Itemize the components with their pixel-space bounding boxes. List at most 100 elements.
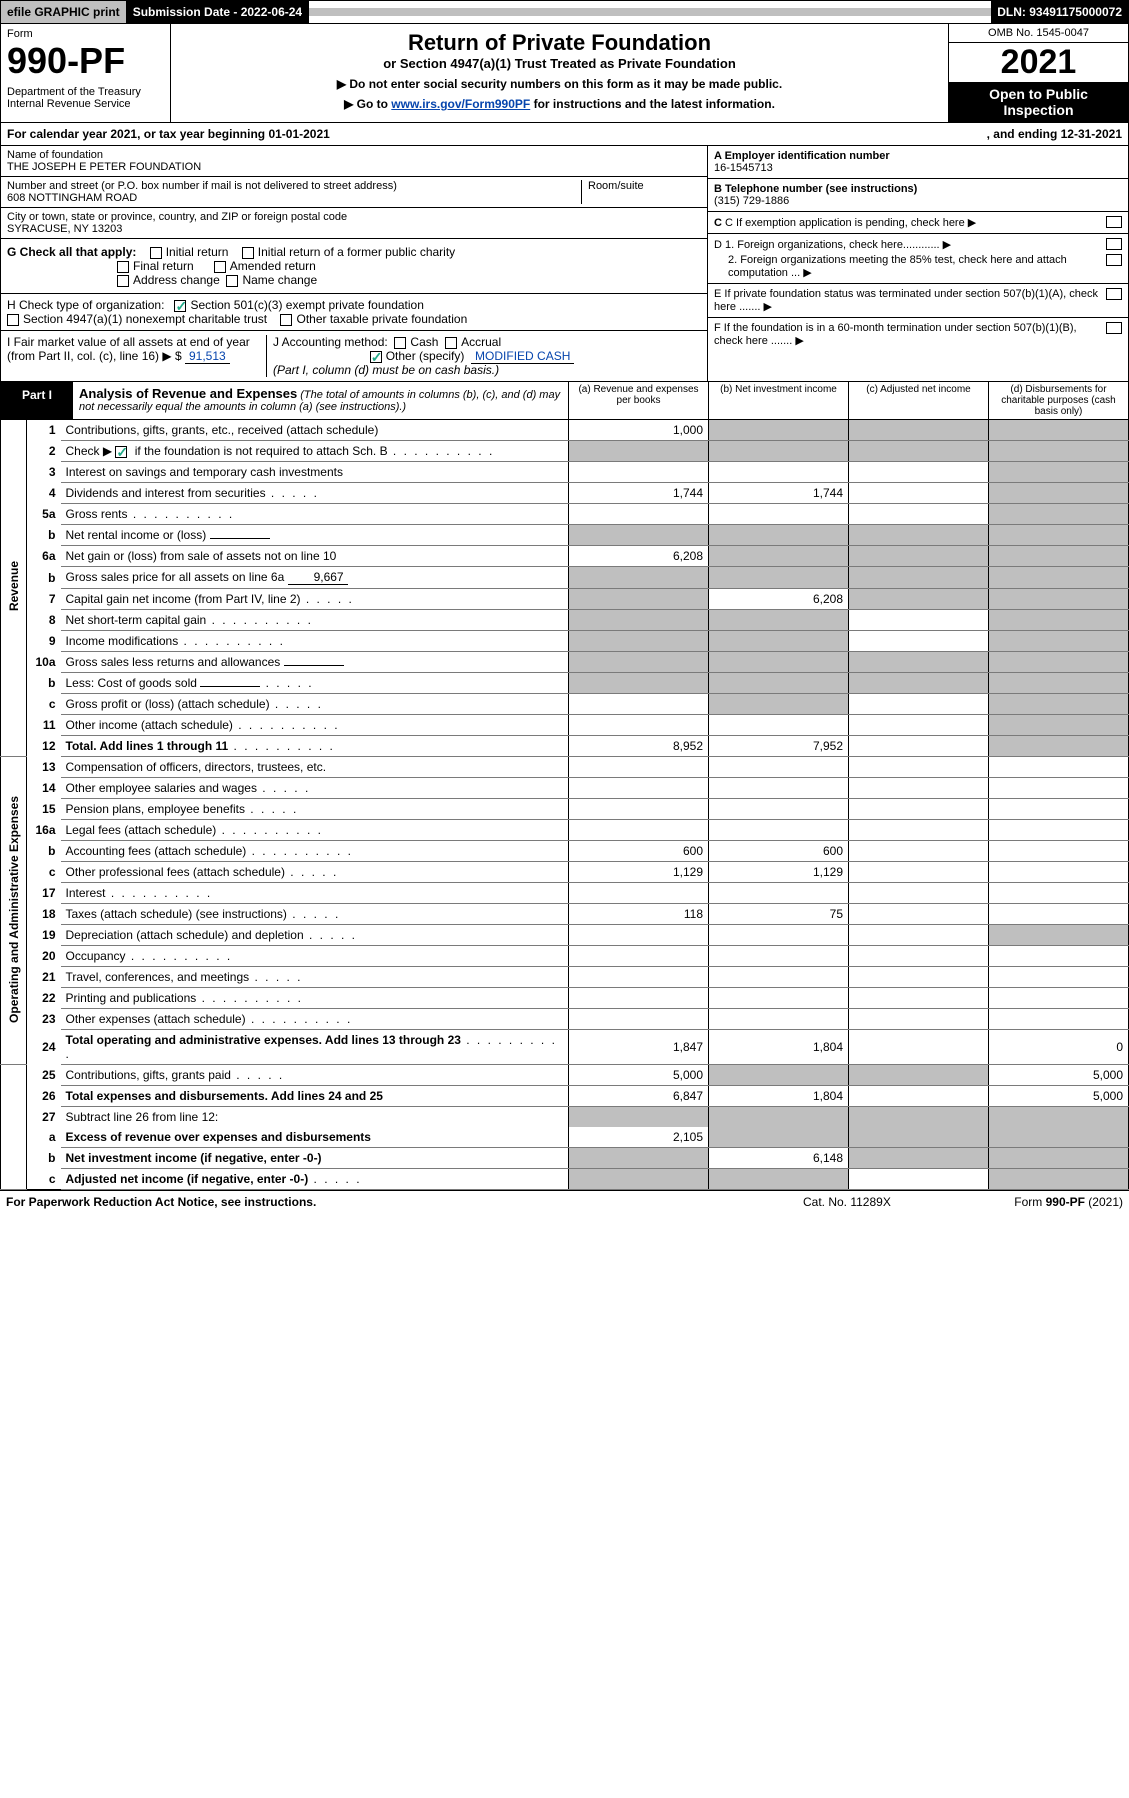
col-a-hdr: (a) Revenue and expenses per books (568, 382, 708, 419)
r25-a: 5,000 (569, 1065, 709, 1086)
table-row: bAccounting fees (attach schedule)600600 (1, 841, 1129, 862)
r16b-desc: Accounting fees (attach schedule) (61, 841, 569, 862)
table-row: 2Check ▶ if the foundation is not requir… (1, 441, 1129, 462)
table-row: 19Depreciation (attach schedule) and dep… (1, 925, 1129, 946)
r16b-b: 600 (709, 841, 849, 862)
j-lbl: J Accounting method: (273, 335, 388, 349)
table-row: cGross profit or (loss) (attach schedule… (1, 694, 1129, 715)
page-footer: For Paperwork Reduction Act Notice, see … (0, 1190, 1129, 1213)
r1-a: 1,000 (569, 420, 709, 441)
r5b-desc: Net rental income or (loss) (61, 525, 569, 546)
form-header: Form 990-PF Department of the Treasury I… (0, 24, 1129, 123)
footer-right: Form 990-PF (2021) (963, 1195, 1123, 1209)
r6a-desc: Net gain or (loss) from sale of assets n… (61, 546, 569, 567)
table-row: cOther professional fees (attach schedul… (1, 862, 1129, 883)
d2-box[interactable] (1106, 254, 1122, 266)
efile-label[interactable]: efile GRAPHIC print (1, 1, 127, 23)
table-row: 17Interest (1, 883, 1129, 904)
col-d-hdr: (d) Disbursements for charitable purpose… (988, 382, 1128, 419)
j-other-val: MODIFIED CASH (471, 349, 574, 364)
table-row: bGross sales price for all assets on lin… (1, 567, 1129, 589)
d1-txt: D 1. Foreign organizations, check here..… (714, 239, 940, 251)
r27a-a: 2,105 (569, 1127, 709, 1148)
table-row: bNet rental income or (loss) (1, 525, 1129, 546)
r21-desc: Travel, conferences, and meetings (61, 967, 569, 988)
footer-left: For Paperwork Reduction Act Notice, see … (6, 1195, 803, 1209)
calendar-year-row: For calendar year 2021, or tax year begi… (0, 123, 1129, 146)
table-row: 11Other income (attach schedule) (1, 715, 1129, 736)
cb-other-method[interactable] (370, 351, 382, 363)
top-bar: efile GRAPHIC print Submission Date - 20… (0, 0, 1129, 24)
table-row: 16aLegal fees (attach schedule) (1, 820, 1129, 841)
r19-desc: Depreciation (attach schedule) and deple… (61, 925, 569, 946)
r7-desc: Capital gain net income (from Part IV, l… (61, 589, 569, 610)
cb-4947[interactable] (7, 314, 19, 326)
cb-amended[interactable] (214, 261, 226, 273)
h-check-row: H Check type of organization: Section 50… (1, 294, 707, 331)
r14-desc: Other employee salaries and wages (61, 778, 569, 799)
table-row: 21Travel, conferences, and meetings (1, 967, 1129, 988)
r24-a: 1,847 (569, 1030, 709, 1065)
cb-cash[interactable] (394, 337, 406, 349)
cb-initial-former[interactable] (242, 247, 254, 259)
cb-final[interactable] (117, 261, 129, 273)
h-opt3: Other taxable private foundation (296, 312, 467, 326)
f-cell: F If the foundation is in a 60-month ter… (708, 318, 1128, 351)
r16b-a: 600 (569, 841, 709, 862)
table-row: 20Occupancy (1, 946, 1129, 967)
cb-accrual[interactable] (445, 337, 457, 349)
r12-desc: Total. Add lines 1 through 11 (61, 736, 569, 757)
j-other-lbl: Other (specify) (386, 349, 465, 363)
footer-mid: Cat. No. 11289X (803, 1195, 963, 1209)
side-expenses: Operating and Administrative Expenses (1, 757, 27, 1065)
header-middle: Return of Private Foundation or Section … (171, 24, 948, 122)
part1-table: Revenue 1Contributions, gifts, grants, e… (0, 420, 1129, 1190)
meta-block: Name of foundation THE JOSEPH E PETER FO… (0, 146, 1129, 382)
note-2: ▶ Go to www.irs.gov/Form990PF for instru… (177, 97, 942, 111)
note-1: ▶ Do not enter social security numbers o… (177, 77, 942, 91)
table-row: 26Total expenses and disbursements. Add … (1, 1086, 1129, 1107)
r25-d: 5,000 (989, 1065, 1129, 1086)
cb-name[interactable] (226, 275, 238, 287)
r12-b: 7,952 (709, 736, 849, 757)
r25-desc: Contributions, gifts, grants paid (61, 1065, 569, 1086)
open-public: Open to Public Inspection (949, 82, 1128, 122)
r18-a: 118 (569, 904, 709, 925)
g-opt-1: Initial return of a former public charit… (258, 245, 455, 259)
cb-501c3[interactable] (174, 300, 186, 312)
r16a-desc: Legal fees (attach schedule) (61, 820, 569, 841)
r1-desc: Contributions, gifts, grants, etc., rece… (61, 420, 569, 441)
f-box[interactable] (1106, 322, 1122, 334)
c-box[interactable] (1106, 216, 1122, 228)
ein-lbl: A Employer identification number (714, 150, 890, 162)
part1-desc: Analysis of Revenue and Expenses (The to… (73, 382, 568, 419)
calyear-right: , and ending 12-31-2021 (987, 127, 1122, 141)
cb-initial[interactable] (150, 247, 162, 259)
r27c-desc: Adjusted net income (if negative, enter … (61, 1169, 569, 1190)
d1-box[interactable] (1106, 238, 1122, 250)
r16c-desc: Other professional fees (attach schedule… (61, 862, 569, 883)
r27-desc: Subtract line 26 from line 12: (61, 1107, 569, 1128)
address-cell: Number and street (or P.O. box number if… (1, 177, 707, 208)
cb-address[interactable] (117, 275, 129, 287)
table-row: 5aGross rents (1, 504, 1129, 525)
cb-schb[interactable] (115, 446, 127, 458)
d-cell: D 1. Foreign organizations, check here..… (708, 234, 1128, 284)
g-opt-3: Amended return (230, 259, 316, 273)
r18-desc: Taxes (attach schedule) (see instruction… (61, 904, 569, 925)
table-row: 25Contributions, gifts, grants paid5,000… (1, 1065, 1129, 1086)
g-check-row: G Check all that apply: Initial return I… (1, 239, 707, 294)
i-block: I Fair market value of all assets at end… (7, 335, 267, 377)
tel-lbl: B Telephone number (see instructions) (714, 183, 917, 195)
r10b-desc: Less: Cost of goods sold (61, 673, 569, 694)
e-box[interactable] (1106, 288, 1122, 300)
irs-link[interactable]: www.irs.gov/Form990PF (391, 97, 530, 111)
ein-val: 16-1545713 (714, 162, 773, 174)
note2-pre: ▶ Go to (344, 97, 391, 111)
table-row: 7Capital gain net income (from Part IV, … (1, 589, 1129, 610)
r23-desc: Other expenses (attach schedule) (61, 1009, 569, 1030)
r5a-desc: Gross rents (61, 504, 569, 525)
r11-desc: Other income (attach schedule) (61, 715, 569, 736)
cb-other-tax[interactable] (280, 314, 292, 326)
header-right: OMB No. 1545-0047 2021 Open to Public In… (948, 24, 1128, 122)
